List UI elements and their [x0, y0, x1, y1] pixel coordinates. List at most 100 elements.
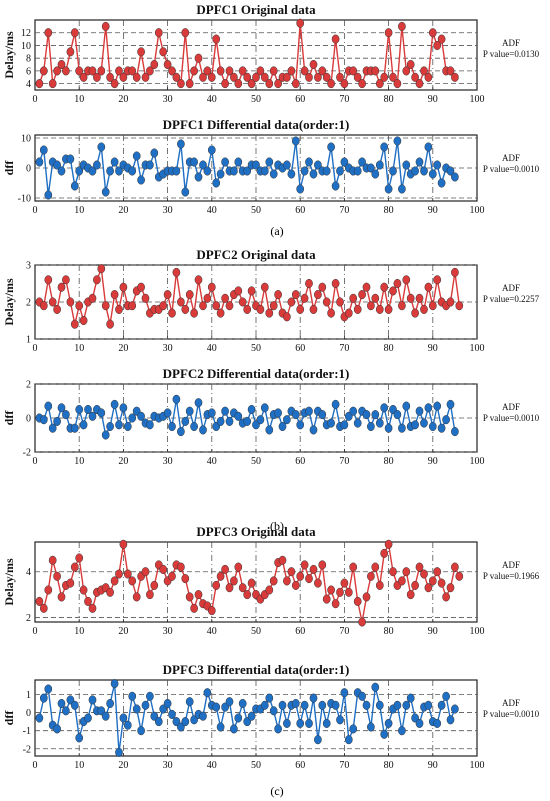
data-point: [451, 427, 459, 437]
data-point: [322, 297, 331, 307]
data-point: [349, 66, 358, 76]
data-point: [172, 394, 181, 404]
data-point: [221, 157, 229, 167]
data-point: [336, 715, 344, 725]
data-point: [62, 275, 70, 285]
caption-a: (a): [270, 224, 283, 238]
data-point: [172, 717, 181, 727]
x-tick-label: 70: [339, 456, 349, 467]
data-point: [137, 411, 145, 421]
x-tick-label: 100: [470, 626, 485, 637]
data-point: [172, 166, 181, 176]
y-tick-label: 1: [26, 335, 31, 346]
data-point: [119, 403, 128, 413]
data-point: [437, 578, 446, 588]
data-point: [181, 304, 190, 314]
data-point: [442, 592, 450, 602]
data-point: [132, 72, 141, 82]
data-point: [146, 420, 154, 430]
x-tick-label: 40: [207, 760, 217, 771]
data-point: [291, 79, 300, 89]
data-point: [424, 403, 433, 413]
data-point: [406, 59, 415, 70]
data-point: [287, 66, 296, 76]
data-point: [340, 578, 349, 588]
data-point: [230, 166, 238, 176]
data-point: [177, 79, 185, 89]
caption-b: (b): [270, 519, 284, 533]
x-tick-label: 20: [118, 205, 128, 216]
data-point: [420, 418, 428, 428]
data-point: [398, 301, 406, 311]
data-point: [420, 166, 428, 176]
data-point: [84, 713, 92, 723]
data-point: [39, 66, 48, 76]
data-point: [70, 423, 79, 433]
data-point: [132, 592, 141, 602]
data-point: [353, 166, 362, 176]
data-point: [190, 603, 198, 613]
data-point: [181, 28, 190, 38]
data-point: [380, 729, 389, 739]
data-point: [265, 157, 274, 167]
x-tick-label: 20: [118, 343, 128, 354]
data-point: [101, 187, 110, 197]
data-point: [119, 713, 128, 723]
data-point: [199, 425, 207, 435]
data-point: [177, 562, 185, 572]
data-point: [106, 72, 114, 82]
data-point: [402, 275, 411, 285]
data-point: [172, 72, 181, 82]
data-point: [296, 304, 305, 314]
x-tick-label: 30: [163, 94, 173, 105]
data-point: [146, 160, 154, 170]
data-point: [336, 166, 344, 176]
data-point: [238, 66, 247, 76]
x-tick-label: 70: [339, 626, 349, 637]
data-point: [115, 66, 123, 76]
data-point: [353, 304, 362, 314]
data-point: [190, 421, 198, 432]
data-point: [53, 66, 61, 76]
data-point: [389, 166, 397, 176]
x-tick-label: 50: [251, 205, 261, 216]
x-tick-label: 80: [384, 760, 394, 771]
data-point: [48, 297, 57, 307]
data-point: [309, 169, 318, 179]
x-tick-label: 80: [384, 626, 394, 637]
data-point: [398, 576, 406, 586]
data-point: [411, 166, 419, 176]
data-point: [137, 726, 145, 736]
data-point: [234, 713, 243, 723]
data-point: [318, 66, 327, 76]
x-tick-label: 40: [207, 94, 217, 105]
data-point: [278, 700, 287, 710]
data-point: [367, 571, 375, 581]
data-point: [225, 416, 234, 426]
data-point: [199, 301, 207, 311]
x-tick-label: 90: [428, 343, 438, 354]
data-point: [238, 698, 247, 709]
data-point: [212, 702, 221, 712]
x-tick-label: 50: [251, 626, 261, 637]
data-point: [48, 555, 57, 565]
data-point: [216, 722, 225, 732]
x-tick-label: 80: [384, 343, 394, 354]
data-point: [35, 713, 44, 723]
data-point: [221, 564, 229, 574]
data-point: [402, 567, 411, 577]
data-point: [349, 562, 358, 572]
y-tick-label: 2: [26, 298, 31, 309]
data-point: [88, 66, 97, 76]
data-point: [331, 700, 340, 710]
data-point: [79, 420, 88, 430]
data-point: [380, 282, 389, 292]
data-point: [207, 145, 216, 155]
data-point: [437, 34, 446, 44]
data-point: [110, 679, 119, 689]
data-point: [62, 66, 70, 76]
data-point: [283, 718, 291, 728]
data-point: [39, 415, 48, 425]
data-point: [340, 157, 349, 167]
data-point: [199, 160, 207, 170]
